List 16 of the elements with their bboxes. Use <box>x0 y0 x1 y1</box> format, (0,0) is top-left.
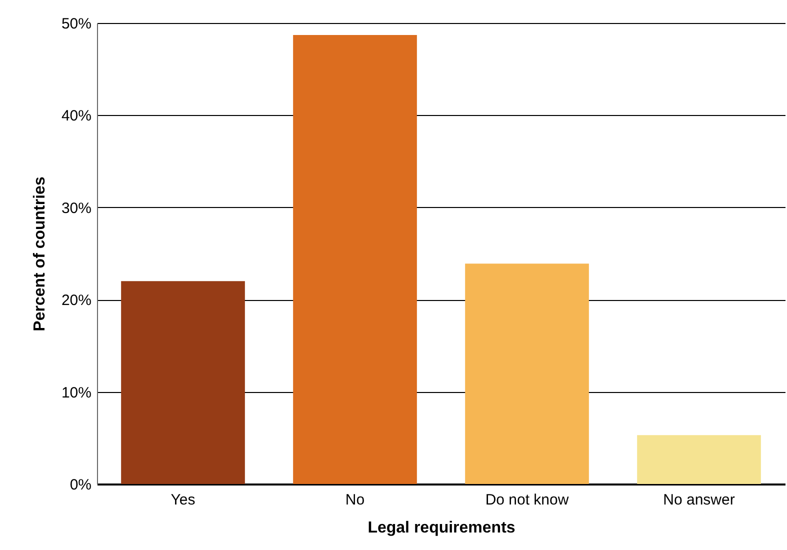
y-tick-label: 20% <box>61 292 92 310</box>
x-tick-label: No answer <box>663 492 735 508</box>
bar <box>465 264 589 484</box>
y-tick-label: 40% <box>61 108 92 125</box>
x-tick-label: No <box>345 492 365 508</box>
bar <box>293 34 417 484</box>
x-tick-label: Yes <box>170 492 196 508</box>
y-tick-label: 30% <box>61 200 92 217</box>
y-axis-title: Percent of countries <box>31 176 48 332</box>
y-tick-label: 0% <box>70 476 92 494</box>
bar <box>637 435 761 484</box>
y-tick-label: 10% <box>61 384 92 402</box>
y-tick-label: 50% <box>61 16 92 32</box>
x-axis-title: Legal requirements <box>368 520 516 536</box>
bar <box>121 281 245 484</box>
x-tick-label: Do not know <box>485 492 569 508</box>
